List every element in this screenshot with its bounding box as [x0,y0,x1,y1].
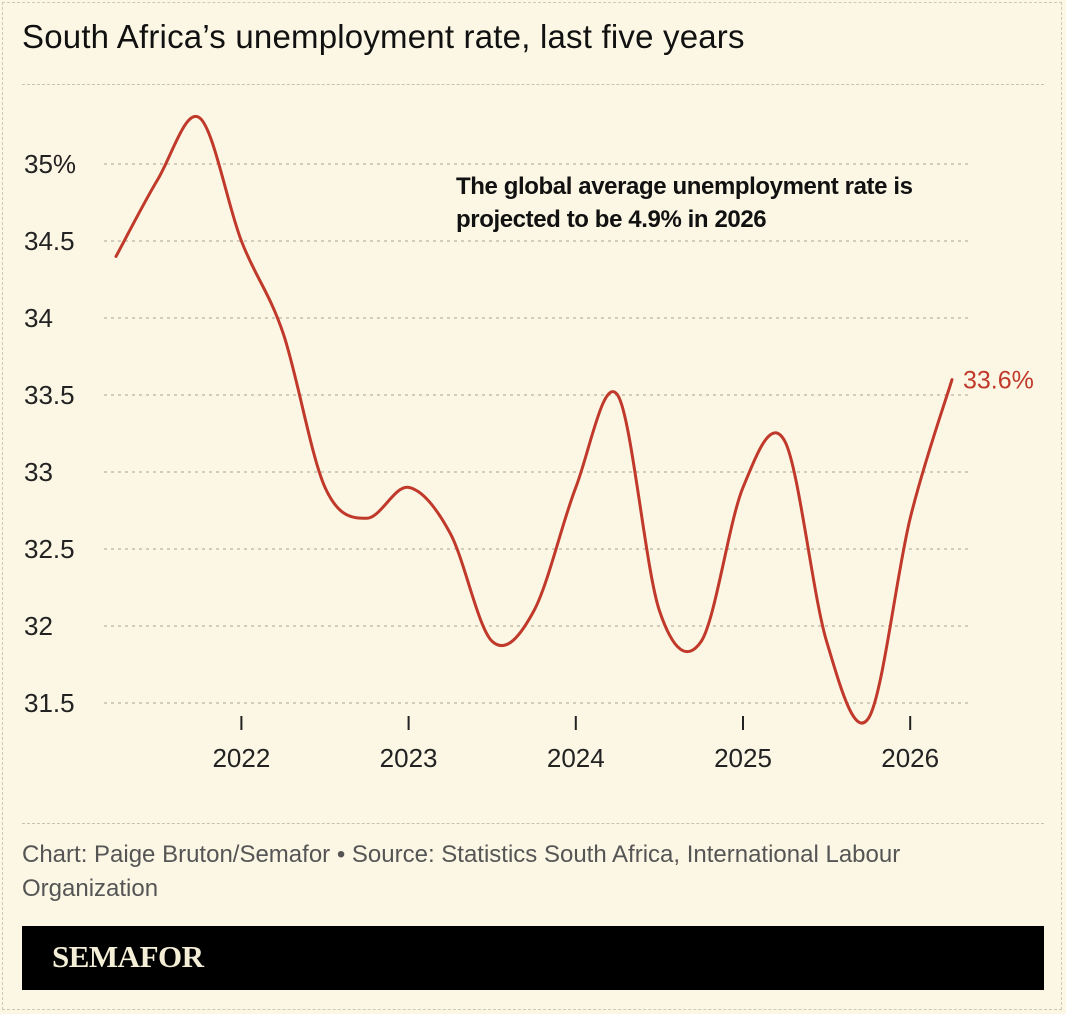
gridlines [104,163,972,704]
y-tick-label: 33.5 [24,380,75,410]
chart-annotation: The global average unemployment rate is … [456,170,976,236]
x-tick-label: 2026 [881,743,939,773]
brand-bar: SEMAFOR [22,926,1044,990]
annotation-line-1: The global average unemployment rate is [456,173,913,200]
y-tick-label: 32.5 [24,534,75,564]
x-tick-label: 2023 [380,743,438,773]
top-divider [22,84,1044,85]
credit-line-1: Chart: Paige Bruton/Semafor • Source: St… [22,841,901,868]
y-tick-label: 31.5 [24,688,75,718]
bottom-divider [22,823,1044,824]
y-tick-label: 35% [24,149,76,179]
x-tick-label: 2025 [714,743,772,773]
series-layer: 33.6% [114,114,1034,725]
unemployment-rate-line [114,114,954,725]
annotation-line-2: projected to be 4.9% in 2026 [456,206,767,233]
y-tick-label: 33 [24,457,53,487]
y-tick-label: 32 [24,611,53,641]
x-axis: 2022 2023 2024 2025 2026 [212,716,939,773]
y-axis-labels: 31.5 32 32.5 33 33.5 34 34.5 35% [24,149,76,718]
y-tick-label: 34.5 [24,226,75,256]
source-credit: Chart: Paige Bruton/Semafor • Source: St… [22,838,1022,906]
end-value-label: 33.6% [963,367,1034,395]
chart-title: South Africa’s unemployment rate, last f… [22,18,745,55]
credit-line-2: Organization [22,875,159,902]
x-tick-label: 2024 [547,743,605,773]
semafor-logo: SEMAFOR [52,939,204,974]
y-tick-label: 34 [24,303,53,333]
x-tick-label: 2022 [212,743,270,773]
